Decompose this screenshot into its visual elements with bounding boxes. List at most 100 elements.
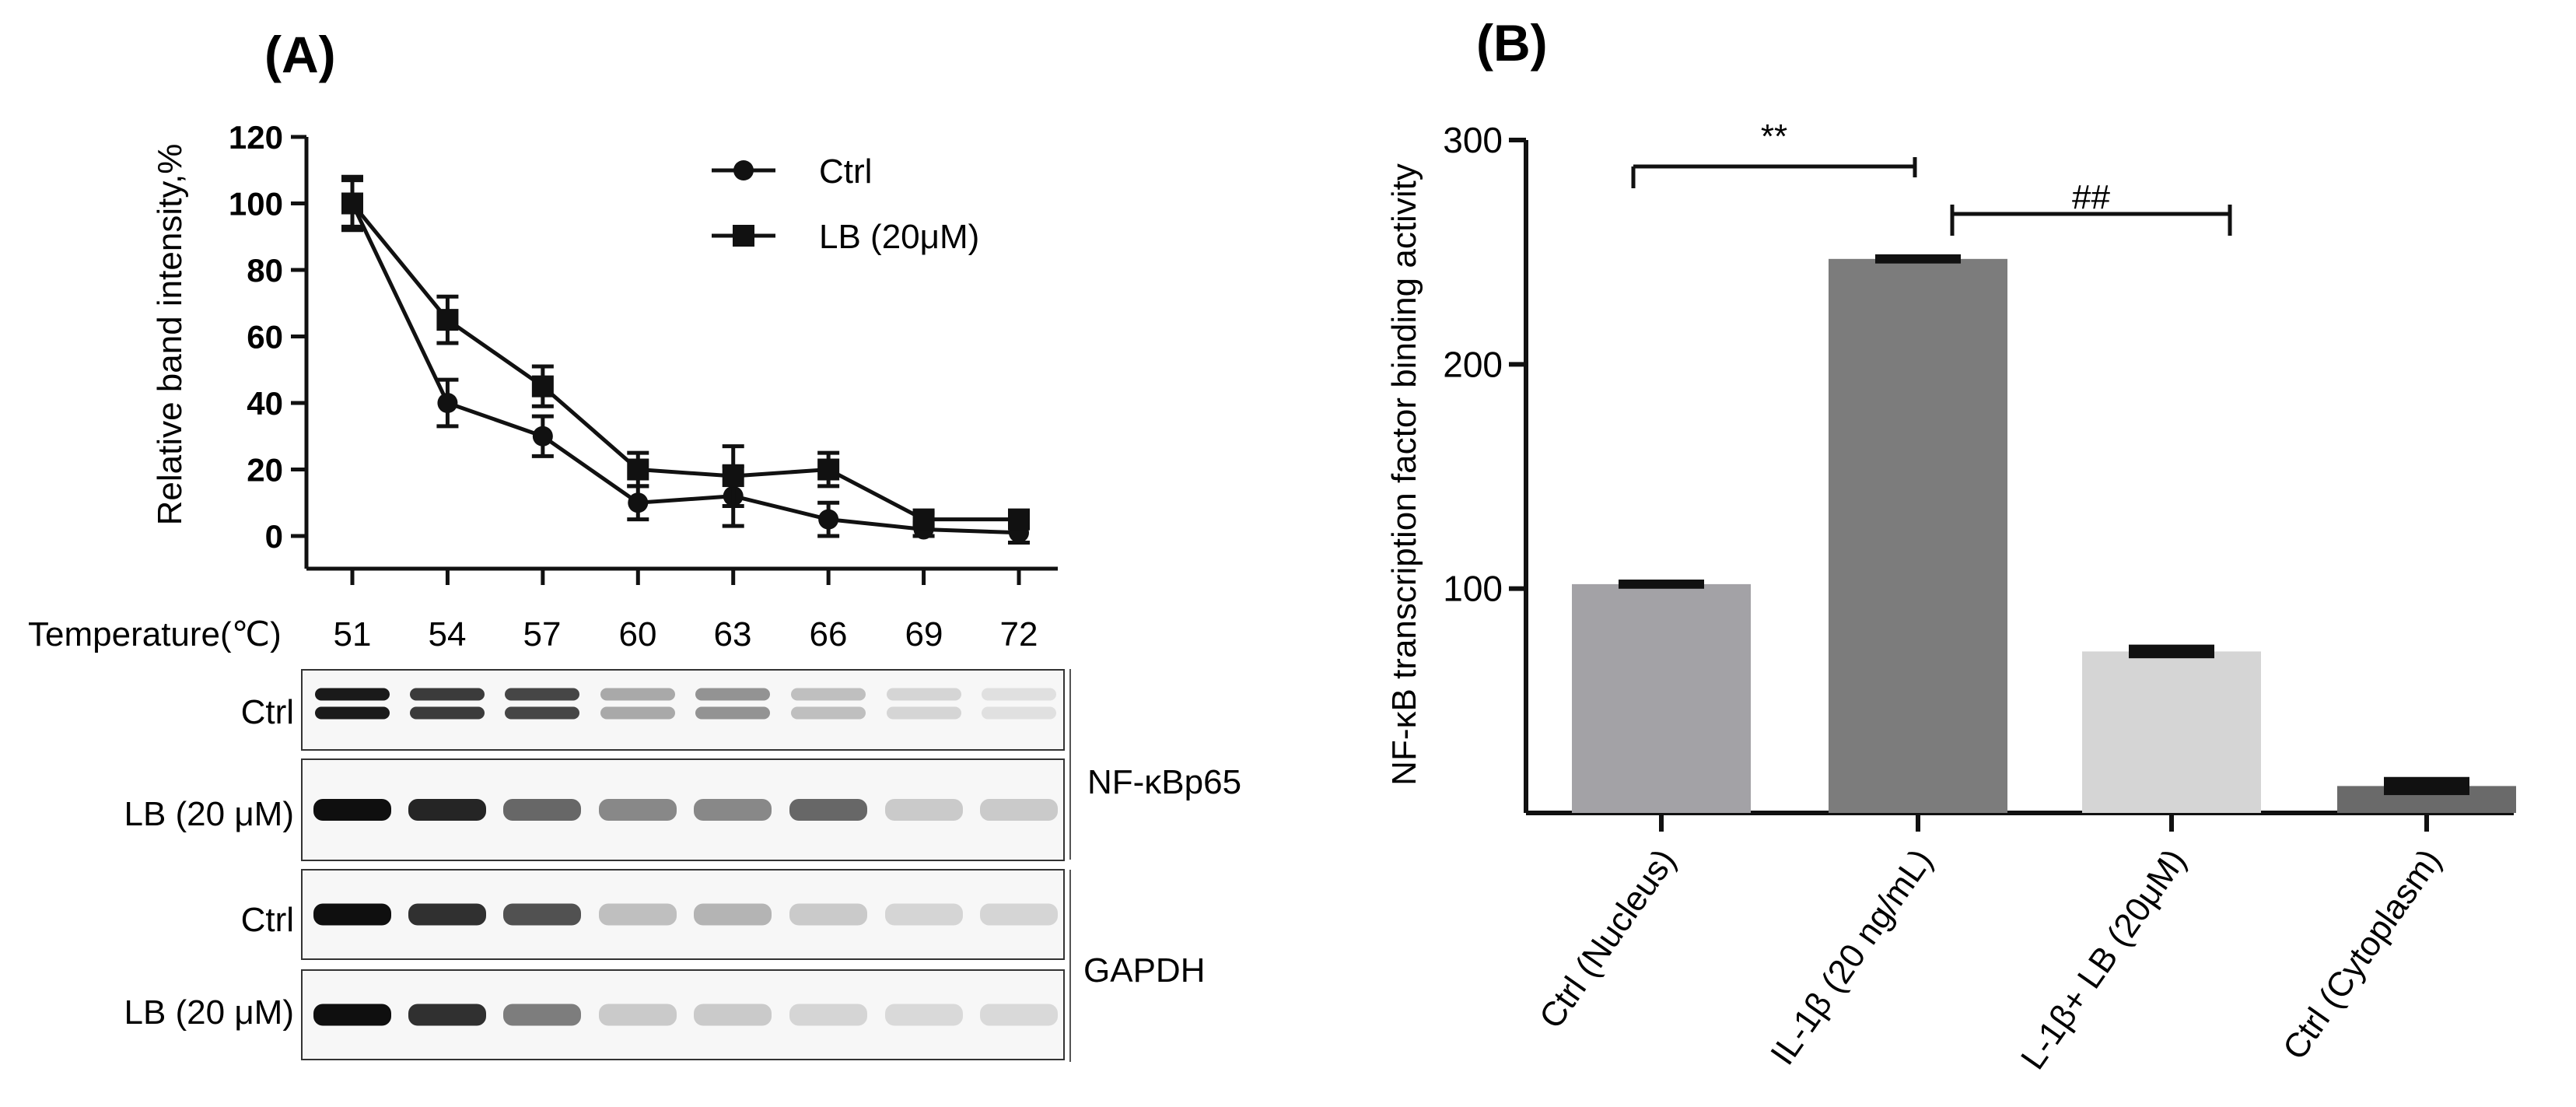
data-point-ctrl bbox=[437, 393, 458, 413]
blot-band bbox=[600, 688, 675, 701]
blot-band bbox=[982, 688, 1056, 701]
y-tick-label: 80 bbox=[247, 252, 283, 289]
lane-label: 69 bbox=[905, 615, 943, 653]
lane-label: 72 bbox=[1000, 615, 1038, 653]
blot-band bbox=[600, 706, 675, 720]
blot-band bbox=[315, 706, 390, 720]
significance-brackets: ** ## bbox=[1631, 117, 2232, 236]
bar-chart: NF-κB transcription factor binding activ… bbox=[1385, 117, 2516, 1077]
blot-band bbox=[887, 688, 961, 701]
y-tick-label: 60 bbox=[247, 319, 283, 356]
blot-band bbox=[408, 1004, 486, 1026]
blot-band bbox=[789, 799, 867, 821]
lane-labels: 51 54 57 60 63 66 69 72 bbox=[334, 615, 1038, 653]
error-bar-b bbox=[1619, 580, 1704, 589]
blot-band bbox=[694, 903, 772, 926]
blot-band bbox=[980, 799, 1058, 821]
blot-band bbox=[503, 903, 581, 926]
blot-band bbox=[791, 688, 866, 701]
data-point-ctrl bbox=[628, 492, 649, 513]
blot-band bbox=[980, 903, 1058, 926]
blot-band bbox=[599, 1004, 677, 1026]
bars: Ctrl (Nucleus) IL-1β (20 ng/mL) L-1β+ LB (… bbox=[1532, 254, 2516, 1077]
blot-band bbox=[887, 706, 961, 720]
blot-row-label: LB (20 μM) bbox=[124, 795, 294, 833]
blot-band bbox=[885, 1004, 963, 1026]
blot-band bbox=[408, 799, 486, 821]
series-line-ctrl bbox=[350, 202, 1020, 535]
error-bar-b bbox=[2129, 644, 2214, 659]
blot-band bbox=[695, 706, 770, 720]
blot-band bbox=[694, 799, 772, 821]
legend-marker-circle bbox=[733, 160, 754, 180]
blot-band bbox=[694, 1004, 772, 1026]
western-blot: Temperature(℃) 51 54 57 60 63 66 69 72 Ctrl LB (… bbox=[28, 615, 1241, 1062]
error-bar-b bbox=[2384, 776, 2469, 796]
blot-band bbox=[313, 1004, 391, 1026]
data-point-ctrl bbox=[818, 509, 839, 530]
bar bbox=[1572, 583, 1751, 813]
temperature-label: Temperature(℃) bbox=[28, 615, 282, 653]
blot-band bbox=[410, 706, 485, 720]
legend-label: LB (20μM) bbox=[819, 218, 979, 256]
blot-band bbox=[505, 688, 579, 701]
series-group bbox=[341, 174, 1030, 545]
blot-band bbox=[599, 799, 677, 821]
category-label: Ctrl (Cytoplasm) bbox=[2276, 843, 2448, 1067]
protein-label-nfkb: NF-κBp65 bbox=[1087, 763, 1241, 801]
data-point-lb bbox=[341, 192, 363, 215]
blot-band bbox=[885, 903, 963, 926]
panel-a-label: (A) bbox=[264, 26, 336, 83]
legend: Ctrl LB (20μM) bbox=[712, 152, 979, 256]
lane-label: 57 bbox=[523, 615, 562, 653]
sig-label: ## bbox=[2072, 178, 2110, 216]
blot-band bbox=[791, 706, 866, 720]
bar bbox=[2082, 651, 2261, 813]
blot-row-label: Ctrl bbox=[241, 901, 294, 939]
blot-band bbox=[408, 903, 486, 926]
y-tick-label-b: 300 bbox=[1443, 120, 1503, 160]
blot-band bbox=[599, 903, 677, 926]
data-point-lb bbox=[436, 309, 459, 331]
data-point-lb bbox=[817, 458, 840, 481]
category-label: Ctrl (Nucleus) bbox=[1532, 843, 1683, 1035]
y-axis-title-b: NF-κB transcription factor binding activ… bbox=[1385, 163, 1423, 786]
axes: 0 20 40 60 80 100 120 bbox=[229, 119, 1058, 585]
line-chart: Relative band intensity,% 0 20 40 60 80 100 12… bbox=[151, 119, 1058, 585]
blot-band bbox=[695, 688, 770, 701]
y-tick-label-b: 200 bbox=[1443, 344, 1503, 384]
lane-label: 54 bbox=[429, 615, 467, 653]
panel-b-label: (B) bbox=[1476, 14, 1548, 72]
blot-band bbox=[789, 903, 867, 926]
data-point-lb bbox=[627, 458, 649, 481]
protein-label-gapdh: GAPDH bbox=[1083, 951, 1205, 990]
y-tick-label: 20 bbox=[247, 452, 283, 489]
y-tick-label: 100 bbox=[229, 186, 283, 222]
blot-band bbox=[980, 1004, 1058, 1026]
blot-band bbox=[313, 903, 391, 926]
legend-marker-square bbox=[733, 225, 754, 247]
blot-row-label: LB (20 μM) bbox=[124, 993, 294, 1032]
blot-band bbox=[982, 706, 1056, 720]
blot-band bbox=[313, 799, 391, 821]
blot-band bbox=[410, 688, 485, 701]
category-label: L-1β+ LB (20μM) bbox=[2014, 843, 2193, 1077]
data-point-lb bbox=[722, 465, 744, 488]
y-tick-label: 40 bbox=[247, 385, 283, 422]
blot-band bbox=[789, 1004, 867, 1026]
blot-band bbox=[503, 1004, 581, 1026]
blot-band bbox=[503, 799, 581, 821]
lane-label: 66 bbox=[810, 615, 848, 653]
data-point-ctrl bbox=[532, 426, 553, 447]
data-point-lb bbox=[531, 375, 554, 398]
data-point-lb bbox=[1008, 508, 1030, 531]
bar bbox=[1829, 258, 2007, 814]
blot-row-label: Ctrl bbox=[241, 693, 294, 731]
lane-label: 51 bbox=[334, 615, 372, 653]
blot-band bbox=[885, 799, 963, 821]
y-tick-label: 120 bbox=[229, 119, 283, 156]
y-tick-label: 0 bbox=[265, 518, 283, 555]
lane-label: 63 bbox=[714, 615, 752, 653]
category-label: IL-1β (20 ng/mL) bbox=[1763, 843, 1940, 1072]
